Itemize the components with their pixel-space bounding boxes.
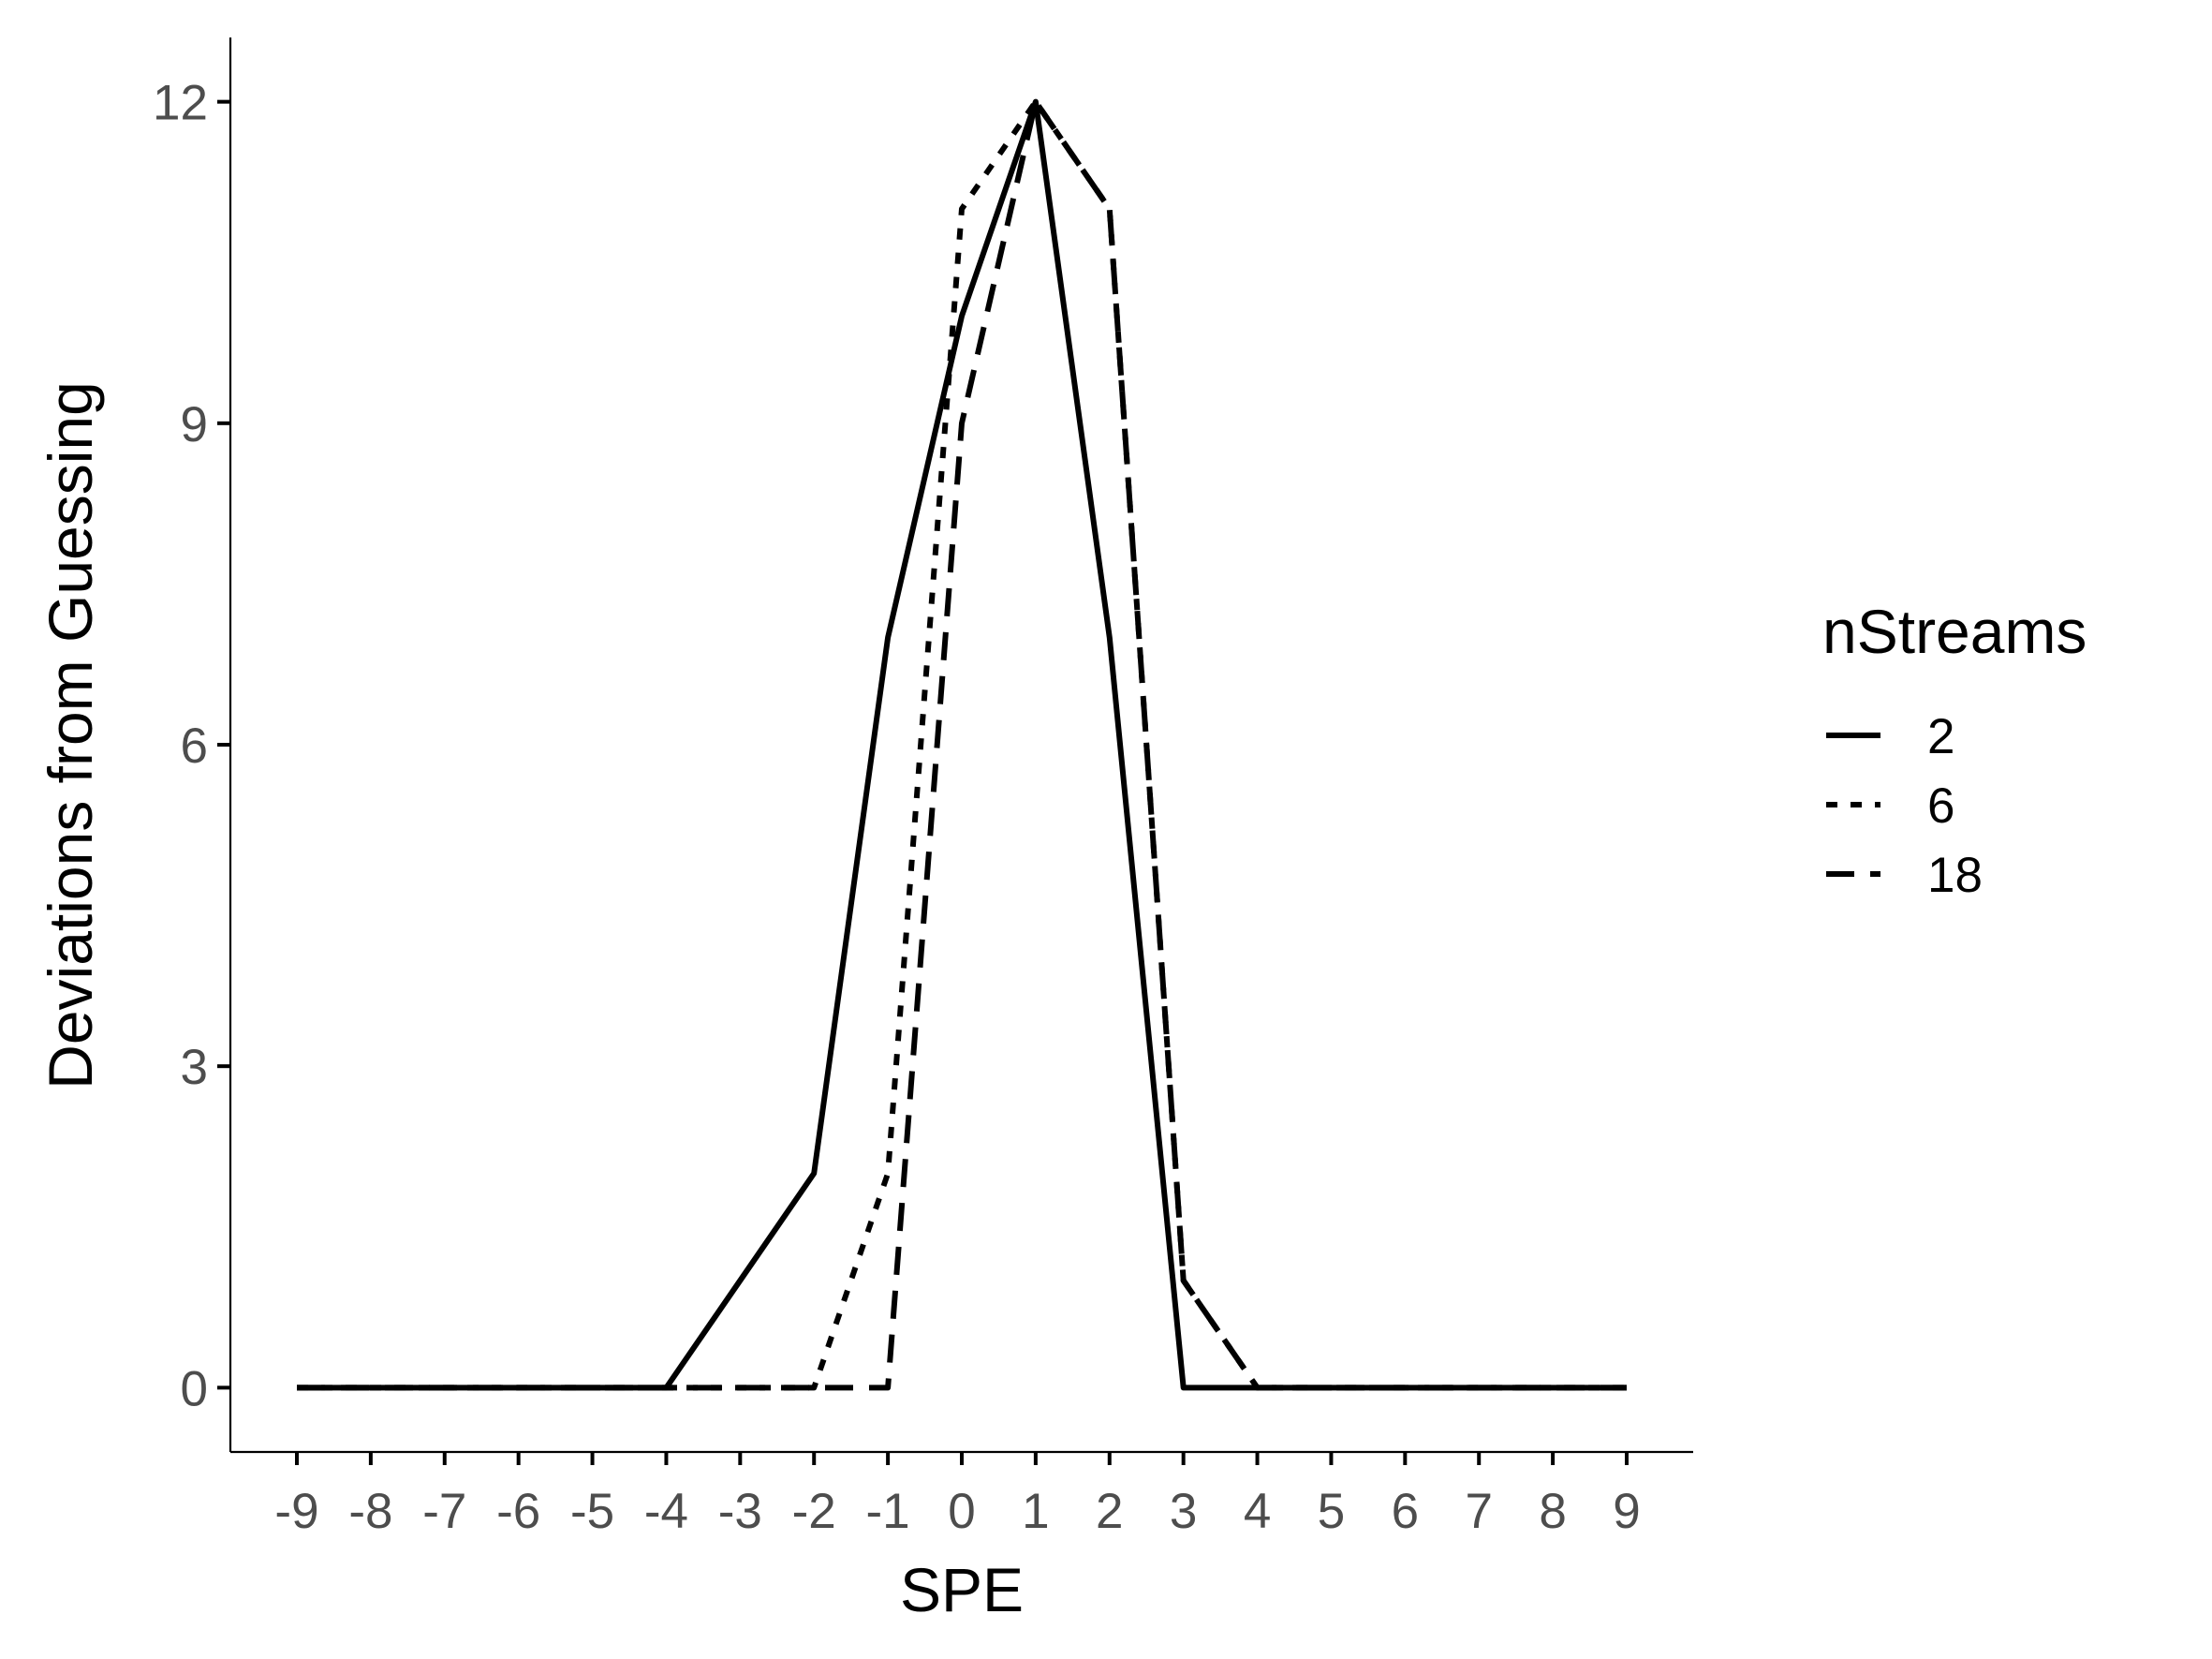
y-axis-title: Deviations from Guessing: [36, 381, 105, 1089]
x-tick-label: 8: [1539, 1484, 1566, 1539]
legend-label-6: 6: [1927, 778, 1954, 834]
x-axis-title: SPE: [900, 1555, 1024, 1624]
series-line-6: [297, 98, 1627, 1391]
series-layer: [297, 98, 1627, 1391]
x-tick-label: 7: [1465, 1484, 1492, 1539]
x-tick-label: -2: [792, 1484, 836, 1539]
y-tick-label: 12: [153, 76, 208, 131]
legend-label-2: 2: [1927, 709, 1954, 764]
y-tick-label: 0: [181, 1361, 208, 1416]
y-tick-label: 9: [181, 397, 208, 452]
x-tick-label: -1: [866, 1484, 910, 1539]
x-tick-label: 2: [1096, 1484, 1123, 1539]
x-tick-label: 5: [1318, 1484, 1345, 1539]
x-tick-label: -7: [422, 1484, 466, 1539]
legend-items: 2 6 18: [1826, 709, 1983, 903]
x-tick-label: 0: [948, 1484, 975, 1539]
legend-title: nStreams: [1822, 597, 2087, 666]
legend-label-18: 18: [1927, 848, 1983, 903]
x-tick-label: -5: [570, 1484, 614, 1539]
x-tick-label: 6: [1392, 1484, 1419, 1539]
y-tick-label: 6: [181, 718, 208, 774]
series-line-18: [297, 98, 1627, 1391]
x-tick-label: 3: [1170, 1484, 1197, 1539]
x-axis-ticks: -9 -8 -7 -6 -5 -4 -3 -2 -1 0 1 2 3 4 5 6 7 8 9: [274, 1452, 1641, 1539]
x-tick-label: -8: [348, 1484, 392, 1539]
x-tick-label: -9: [274, 1484, 318, 1539]
legend: nStreams 2 6 18: [1822, 597, 2087, 903]
x-tick-label: 1: [1022, 1484, 1049, 1539]
x-tick-label: -6: [496, 1484, 540, 1539]
series-line-2: [297, 98, 1627, 1391]
x-tick-label: 4: [1244, 1484, 1271, 1539]
y-tick-label: 3: [181, 1040, 208, 1095]
x-tick-label: 9: [1613, 1484, 1640, 1539]
x-tick-label: -3: [718, 1484, 762, 1539]
x-tick-label: -4: [644, 1484, 688, 1539]
y-axis-ticks: 0 3 6 9 12: [153, 76, 230, 1416]
